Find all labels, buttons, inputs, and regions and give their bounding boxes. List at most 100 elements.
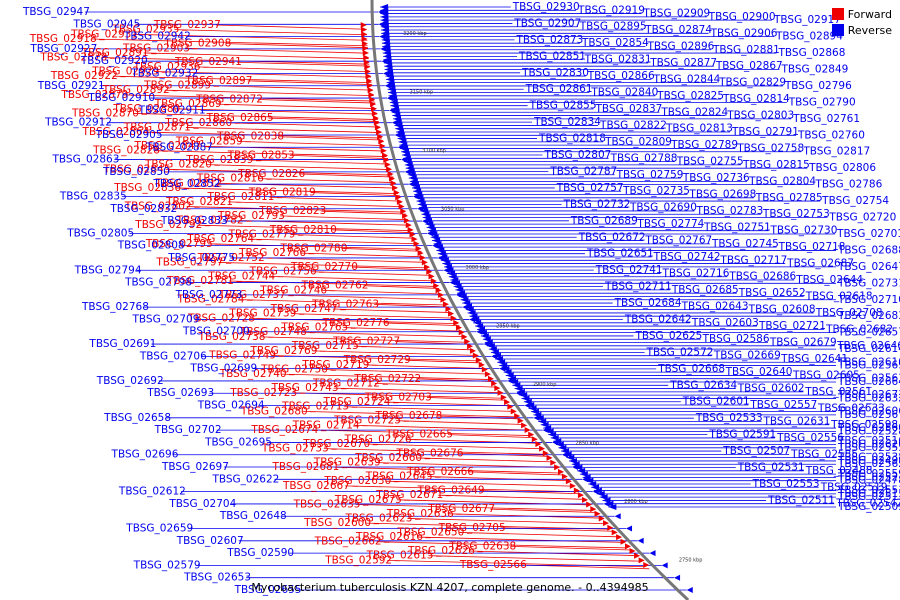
gene-label-reverse: TBSG_02708 [815,307,883,319]
forward-gene-arrow [403,217,410,224]
gene-label-forward: TBSG_02680 [240,405,308,417]
connector-line-forward [353,345,474,351]
connector-line-forward [364,364,485,369]
reverse-gene-arrow [686,587,693,593]
forward-gene-arrow [461,333,468,340]
connector-line-forward [259,257,426,263]
connector-line-forward [258,99,376,104]
connector-line-forward [268,117,379,122]
reverse-gene-arrow [421,211,430,218]
forward-gene-arrow [561,473,568,480]
connector-line-forward [469,471,565,476]
gene-label-reverse: TBSG_02834 [533,116,601,128]
reverse-gene-arrow [465,306,474,313]
scale-tick-label: 2800 kbp [624,499,648,505]
gene-label-reverse: TBSG_02614 [837,343,900,355]
reverse-gene-arrow [593,487,602,494]
forward-gene-arrow [417,250,424,257]
reverse-gene-arrow [432,237,441,244]
forward-gene-arrow [586,501,593,508]
reverse-gene-arrow [430,234,439,241]
gene-label-reverse: TBSG_02849 [780,64,848,76]
reverse-gene-arrow [422,214,431,221]
connector-line-forward [280,294,444,300]
gene-label-reverse: TBSG_02610 [837,356,900,368]
forward-gene-arrow [415,245,422,252]
gene-label-forward: TBSG_02838 [216,131,284,143]
connector-line-forward [311,271,433,276]
gene-label-reverse: TBSG_02700 [182,326,250,338]
gene-label-forward: TBSG_02743 [271,382,339,394]
reverse-gene-arrow [427,227,436,234]
gene-label-forward: TBSG_02726 [344,433,412,445]
gene-label-reverse: TBSG_02679 [769,337,837,349]
gene-label-reverse: TBSG_02807 [543,149,611,161]
gene-label-reverse: TBSG_02900 [708,11,776,23]
gene-label-reverse: TBSG_02794 [74,264,142,276]
gene-label-reverse: TBSG_02887 [145,141,213,153]
connector-line-forward [154,71,371,78]
gene-label-reverse: TBSG_02631 [762,415,830,427]
gene-label-forward: TBSG_02667 [282,480,350,492]
gene-label-forward: TBSG_02784 [177,294,245,306]
gene-label-forward: TBSG_02782 [176,215,244,227]
connector-line-forward [345,485,576,493]
gene-label-reverse: TBSG_02551 [837,485,900,497]
forward-gene-arrow [448,310,455,317]
reverse-gene-arrow [505,372,514,379]
reverse-gene-arrow [448,273,457,280]
connector-line-forward [321,210,407,215]
forward-gene-arrow [379,143,386,150]
reverse-gene-arrow [530,408,539,415]
gene-label-forward: TBSG_02864 [82,126,150,138]
forward-gene-arrow [426,268,433,275]
scale-tick-label: 2750 kbp [679,558,703,564]
forward-gene-arrow [577,492,584,499]
forward-gene-arrow [510,408,517,415]
gene-label-forward: TBSG_02719 [301,359,369,371]
connector-lines [85,6,836,591]
reverse-gene-arrow [574,464,583,471]
gene-label-reverse: TBSG_02721 [758,320,826,332]
gene-label-forward: TBSG_02662 [314,536,382,548]
connector-line-forward [239,299,447,306]
reverse-gene-arrow [608,504,617,510]
forward-gene-arrow [464,338,471,345]
reverse-gene-arrow [563,451,572,458]
gene-label-reverse: TBSG_02789 [670,139,738,151]
connector-line-forward [290,234,416,239]
reverse-gene-arrow [553,438,562,445]
gene-label-forward: TBSG_02623 [344,512,412,524]
gene-marks [360,0,693,600]
forward-gene-arrow [514,413,521,420]
gene-label-reverse: TBSG_02758 [736,142,804,154]
forward-gene-arrow [387,170,394,177]
gene-label-reverse: TBSG_02803 [726,110,794,122]
reverse-gene-arrow [558,444,567,451]
reverse-gene-arrow [458,293,467,300]
gene-label-forward: TBSG_02941 [174,56,242,68]
gene-label-reverse: TBSG_02658 [103,412,171,424]
gene-label-reverse: TBSG_02732 [563,198,631,210]
gene-label-forward: TBSG_02780 [279,242,347,254]
legend-swatch-forward [831,8,844,20]
forward-gene-arrow [500,394,507,401]
gene-label-reverse: TBSG_02905 [95,129,163,141]
reverse-gene-arrow [437,250,446,257]
forward-gene-arrow [507,403,514,410]
gene-label-reverse: TBSG_02932 [130,67,198,79]
reverse-gene-arrow [450,277,459,284]
reverse-gene-arrow [497,359,506,366]
gene-label-reverse: TBSG_02693 [146,387,214,399]
gene-label-forward: TBSG_02660 [354,452,422,464]
connector-line-forward [215,24,367,30]
connector-line-forward [258,178,395,183]
forward-gene-arrow [402,212,409,219]
forward-gene-arrow [620,538,627,545]
scale-tick-label: 2900 kbp [533,382,557,388]
gene-label-reverse: TBSG_02907 [513,17,581,29]
connector-line-forward [312,350,476,356]
gene-label-reverse: TBSG_02555 [837,442,900,454]
gene-label-reverse: TBSG_02694 [197,400,265,412]
forward-gene-arrow [521,422,528,429]
